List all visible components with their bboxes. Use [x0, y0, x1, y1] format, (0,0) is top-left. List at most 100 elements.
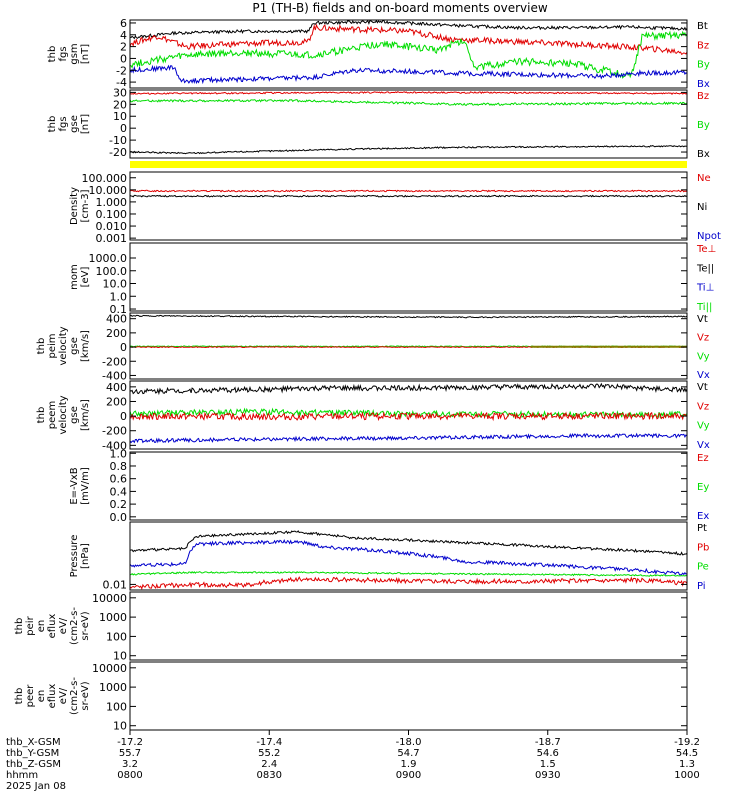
y-tick-label: 1000	[99, 611, 127, 624]
x-row-label: hhmm	[6, 770, 38, 781]
series-peem-vx	[130, 432, 687, 444]
y-tick-label: 10.0	[103, 278, 128, 291]
y-tick-label: 1000	[99, 681, 127, 694]
y-tick-label: 10000	[92, 662, 127, 675]
y-tick-label: -20	[109, 146, 127, 159]
y-tick-label: -200	[102, 355, 127, 368]
series-peem-vz	[130, 411, 687, 422]
y-tick-label: 400	[106, 313, 127, 326]
series-pressure-pt	[130, 530, 687, 556]
x-tick-label: 1000	[674, 770, 699, 781]
panel-pressure: 0.01 Pressure [nPa] Pt Pb Pe Pi	[69, 521, 709, 592]
y-tick-label: 2	[120, 41, 127, 54]
y-axis-label: fgs	[58, 46, 69, 61]
y-axis-label: sr-eV)	[80, 611, 91, 640]
panel-frame	[129, 661, 688, 731]
x-tick-label: 54.7	[397, 748, 419, 759]
legend-entry-by: By	[697, 120, 710, 131]
series-pressure-pi	[130, 539, 687, 576]
legend-entry-ey: Ey	[697, 482, 709, 493]
status-bar	[130, 161, 687, 168]
x-tick-label: 0930	[535, 770, 560, 781]
y-tick-label: 10000	[92, 592, 127, 605]
x-tick-label: 0830	[257, 770, 282, 781]
series-fgs_gsm-bt	[130, 20, 687, 40]
y-tick-label: 400	[106, 381, 127, 394]
x-tick-label: 54.5	[676, 748, 698, 759]
series-fgs_gse-bx	[130, 145, 687, 155]
x-tick-label: 54.6	[537, 748, 559, 759]
y-axis-label: peim	[47, 333, 58, 358]
y-tick-label: 0.01	[103, 578, 128, 591]
x-tick-label: -18.0	[396, 737, 422, 748]
legend-entry-ne: Ne	[697, 173, 711, 184]
y-axis-label: gse	[69, 337, 80, 355]
y-tick-label: 0.010	[96, 220, 128, 233]
x-tick-label: 2.4	[261, 759, 277, 770]
y-tick-label: -400	[102, 369, 127, 382]
y-tick-label: 200	[106, 327, 127, 340]
legend-entry-vy: Vy	[697, 351, 710, 362]
y-axis-label: eV/	[58, 617, 69, 634]
y-tick-label: -10	[109, 134, 127, 147]
y-axis-label: [km/s]	[80, 330, 91, 362]
y-tick-label: 100.000	[82, 172, 128, 185]
x-row-label: thb_X-GSM	[6, 737, 61, 748]
y-axis-label: Pressure	[69, 535, 80, 578]
series-density-ni	[130, 194, 687, 198]
y-axis-label: [cm-3]	[80, 189, 91, 222]
y-axis-label: peer	[25, 684, 36, 708]
y-axis-label: peir	[25, 615, 36, 635]
x-row-label: 2025 Jan 08	[6, 781, 66, 792]
y-axis-label: [nT]	[80, 44, 91, 64]
y-tick-label: 0	[120, 52, 127, 65]
legend-entry-vx: Vx	[697, 370, 710, 381]
legend-entry-te⊥: Te⊥	[696, 244, 716, 255]
y-tick-label: -2	[116, 64, 127, 77]
legend-entry-vz: Vz	[697, 401, 709, 412]
panel-peer: 10000 1000 100 10 thb peer en eflux eV/(cm2-s-sr…	[14, 661, 688, 733]
legend-entry-pi: Pi	[697, 581, 706, 592]
y-tick-label: 1.0	[110, 290, 128, 303]
y-axis-label: eflux	[47, 684, 58, 709]
y-tick-label: 20	[113, 98, 127, 111]
series-peem-vt	[130, 382, 687, 396]
y-axis-label: velocity	[58, 326, 69, 365]
x-row-label: thb_Z-GSM	[6, 759, 61, 770]
panel-frame	[129, 89, 688, 159]
panel-frame	[129, 451, 688, 521]
y-tick-label: 1.0	[110, 447, 128, 460]
y-tick-label: -200	[102, 425, 127, 438]
x-tick-label: -19.2	[674, 737, 700, 748]
y-axis-label: en	[36, 690, 47, 703]
series-fgs_gsm-bz	[130, 23, 687, 55]
x-tick-label: -17.4	[256, 737, 282, 748]
y-axis-label: thb	[47, 116, 58, 133]
y-tick-label: 0.1	[110, 303, 128, 316]
y-axis-label: eflux	[47, 614, 58, 639]
y-axis-label: (cm2-s-	[69, 607, 80, 645]
legend-entry-bz: Bz	[697, 40, 709, 51]
legend-entry-by: By	[697, 60, 710, 71]
y-axis-label: gse	[69, 115, 80, 133]
y-tick-label: 100.0	[96, 265, 128, 278]
legend-entry-bx: Bx	[697, 79, 710, 90]
y-axis-label: thb	[14, 688, 25, 705]
x-tick-label: 1.3	[679, 759, 695, 770]
series-peim-vt	[130, 314, 687, 319]
y-axis-label: [km/s]	[80, 399, 91, 431]
legend-entry-vt: Vt	[697, 382, 708, 393]
y-axis-label: thb	[47, 46, 58, 63]
series-peem-vy	[130, 407, 687, 420]
legend-entry-vx: Vx	[697, 440, 710, 451]
panel-efield: 1.00.80.60.40.20.0 E=-VxB [mV/m] Ez Ey Ex	[69, 447, 709, 524]
y-axis-label: gsm	[69, 43, 80, 64]
y-tick-label: 200	[106, 395, 127, 408]
y-axis-label: (cm2-s-	[69, 677, 80, 715]
legend-entry-ez: Ez	[697, 453, 709, 464]
x-tick-label: 3.2	[122, 759, 138, 770]
series-fgs_gse-bz	[130, 91, 687, 95]
x-tick-label: 55.2	[258, 748, 280, 759]
